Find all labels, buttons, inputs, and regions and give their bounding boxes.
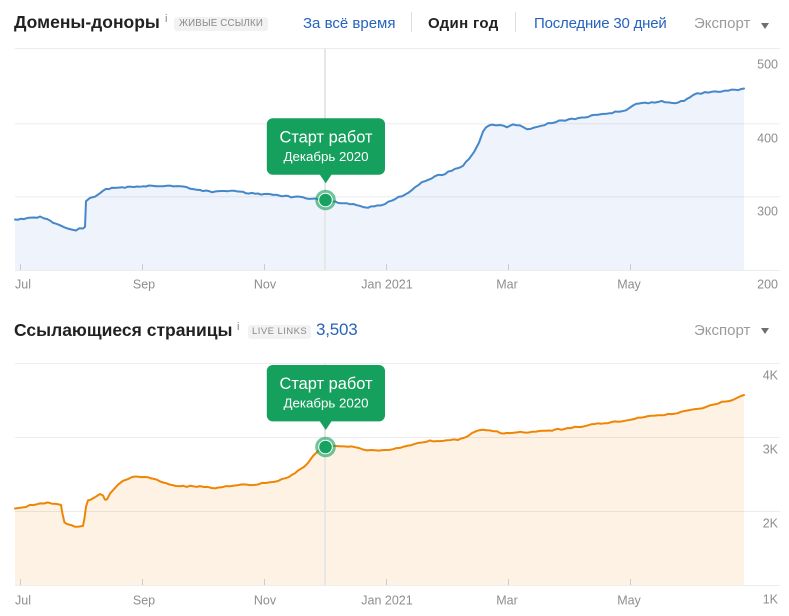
svg-text:Jan 2021: Jan 2021 [361,594,412,608]
svg-text:3K: 3K [763,443,779,457]
svg-text:Nov: Nov [254,278,277,292]
svg-text:Sep: Sep [133,594,155,608]
svg-text:May: May [617,594,641,608]
svg-text:Старт работ: Старт работ [280,129,373,147]
svg-text:Mar: Mar [496,278,518,292]
svg-text:Nov: Nov [254,594,277,608]
svg-text:Jan 2021: Jan 2021 [361,278,412,292]
svg-text:Mar: Mar [496,594,518,608]
svg-text:Старт работ: Старт работ [280,375,373,393]
svg-text:Sep: Sep [133,278,155,292]
svg-text:Jul: Jul [15,594,31,608]
svg-text:Декабрь 2020: Декабрь 2020 [283,149,368,164]
svg-text:2K: 2K [763,517,779,531]
svg-text:400: 400 [757,132,778,146]
svg-text:Декабрь 2020: Декабрь 2020 [283,396,368,411]
svg-text:200: 200 [757,278,778,292]
svg-text:Jul: Jul [15,278,31,292]
svg-text:500: 500 [757,58,778,72]
svg-text:4K: 4K [763,369,779,383]
svg-text:May: May [617,278,641,292]
svg-text:1K: 1K [763,593,779,607]
svg-text:300: 300 [757,205,778,219]
